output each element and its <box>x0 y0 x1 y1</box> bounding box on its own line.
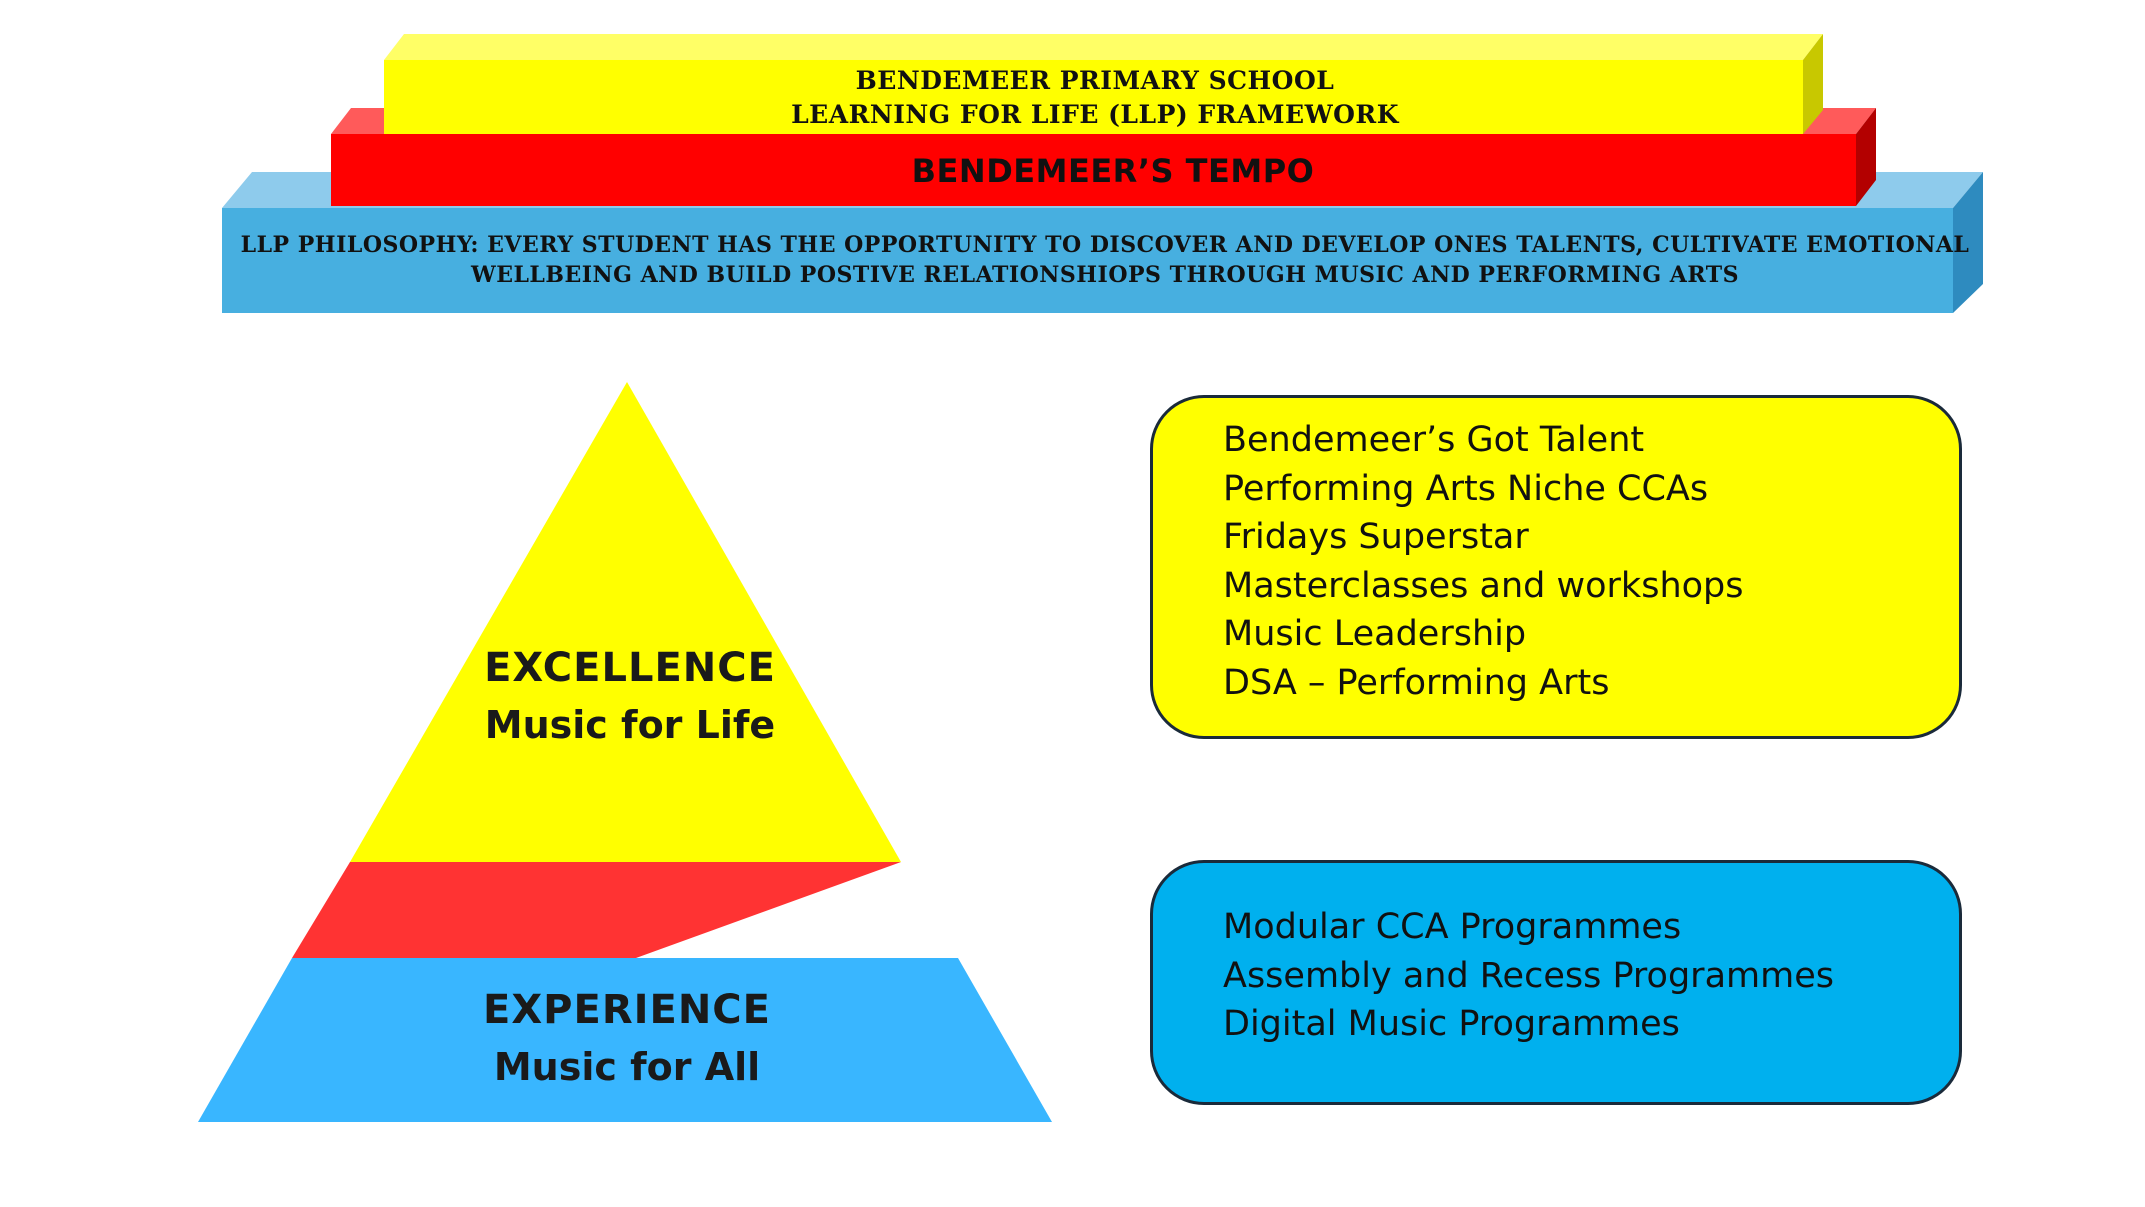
philosophy-line-1: LLP PHILOSOPHY: EVERY STUDENT HAS THE OP… <box>240 232 1970 258</box>
list-item: Digital Music Programmes <box>1223 1004 1680 1045</box>
pyramid-connector <box>292 862 901 958</box>
school-bar <box>384 34 1823 134</box>
experience-title: EXPERIENCE <box>483 987 771 1033</box>
excellence-programmes-list: Bendemeer’s Got Talent Performing Arts N… <box>1223 416 1959 708</box>
philosophy-text: LLP PHILOSOPHY: EVERY STUDENT HAS THE OP… <box>225 230 1985 290</box>
experience-trapezoid <box>198 958 1052 1122</box>
school-bar-title: BENDEMEER PRIMARY SCHOOL LEARNING FOR LI… <box>385 64 1805 132</box>
experience-label: EXPERIENCE Music for All <box>427 982 827 1096</box>
tempo-title: BENDEMEER’S TEMPO <box>911 152 1315 190</box>
list-item: Bendemeer’s Got Talent <box>1223 420 1645 460</box>
list-item: Modular CCA Programmes <box>1223 907 1682 947</box>
experience-programmes-box: Modular CCA Programmes Assembly and Rece… <box>1150 860 1962 1105</box>
list-item: Fridays Superstar <box>1223 517 1529 558</box>
philosophy-line-2: WELLBEING AND BUILD POSTIVE RELATIONSHIO… <box>470 262 1740 288</box>
list-item: Music Leadership <box>1223 614 1527 655</box>
excellence-triangle <box>350 382 901 862</box>
excellence-title: EXCELLENCE <box>484 645 776 691</box>
experience-programmes-list: Modular CCA Programmes Assembly and Rece… <box>1223 903 1959 1049</box>
school-name: BENDEMEER PRIMARY SCHOOL <box>855 66 1335 95</box>
excellence-programmes-box: Bendemeer’s Got Talent Performing Arts N… <box>1150 395 1962 739</box>
excellence-label: EXCELLENCE Music for Life <box>430 640 830 754</box>
framework-name: LEARNING FOR LIFE (LLP) FRAMEWORK <box>791 100 1399 129</box>
excellence-subtitle: Music for Life <box>484 703 776 747</box>
list-item: Assembly and Recess Programmes <box>1223 955 1834 996</box>
list-item: Masterclasses and workshops <box>1223 565 1744 606</box>
list-item: Performing Arts Niche CCAs <box>1223 468 1709 509</box>
list-item: DSA – Performing Arts <box>1223 662 1610 703</box>
experience-subtitle: Music for All <box>493 1045 761 1089</box>
